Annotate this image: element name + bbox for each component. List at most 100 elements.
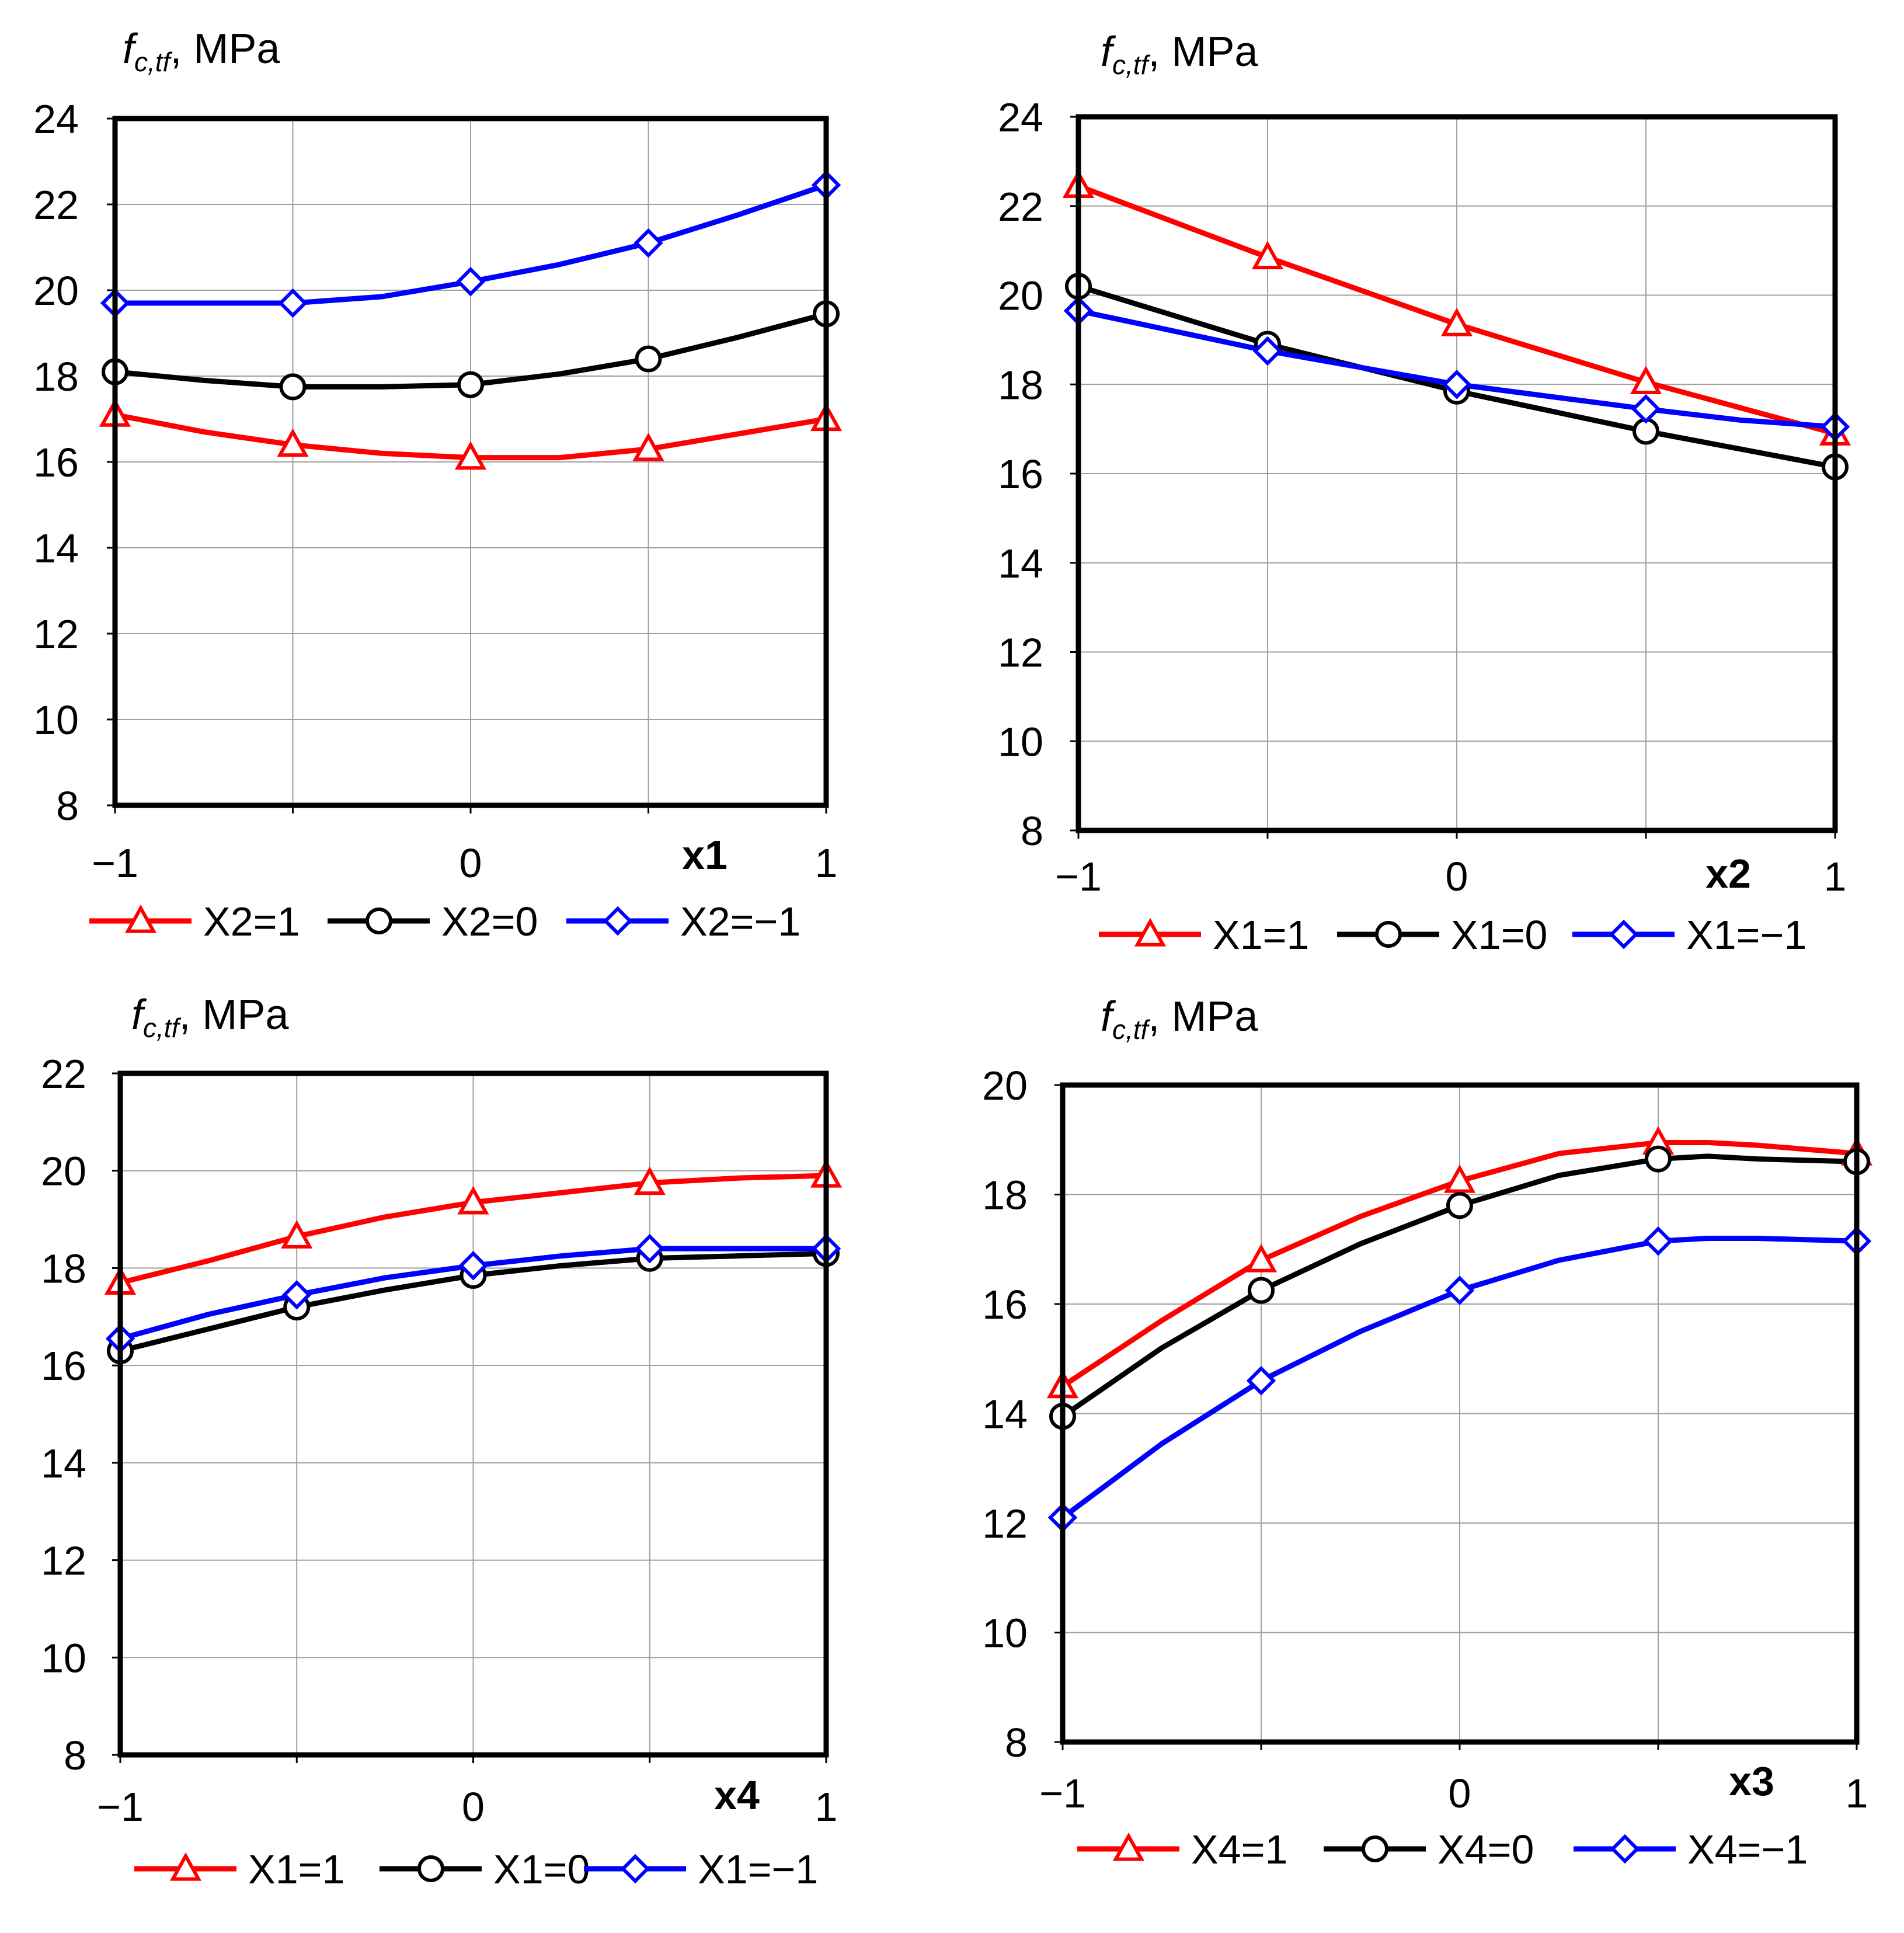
y-tick-label: 20 (33, 268, 79, 314)
data-point-marker (454, 441, 487, 470)
y-tick-label: 24 (33, 96, 79, 142)
x-tick-label: 1 (1846, 1771, 1868, 1816)
data-point-marker (457, 371, 484, 398)
x-tick-label: 1 (815, 1784, 838, 1830)
y-tick-label: 14 (41, 1441, 86, 1486)
data-point-marker (635, 345, 662, 373)
legend: X2=1 X2=0 X2=−1 (89, 899, 800, 944)
y-tick-label: 10 (41, 1635, 86, 1681)
legend: X4=1 X4=0 X4=−1 (1077, 1827, 1808, 1872)
y-axis-label-unit: , MPa (1148, 29, 1258, 75)
series-line-3 (1075, 308, 1838, 430)
data-point-marker (1440, 307, 1473, 336)
legend-marker-diamond (1610, 1834, 1640, 1864)
y-tick-label: 8 (56, 783, 79, 829)
legend-label: X2=−1 (680, 899, 800, 944)
legend-label: X1=0 (1451, 912, 1547, 958)
data-point-marker (281, 1220, 313, 1249)
plot-frame (117, 1070, 829, 1758)
y-tick-label: 18 (33, 354, 79, 399)
data-point-marker (1251, 241, 1284, 270)
legend: X1=1 X1=0 X1=−1 (1099, 912, 1806, 958)
data-point-marker (457, 1185, 489, 1215)
x-tick-label: 0 (460, 840, 482, 886)
x-axis-label: x3 (1729, 1758, 1774, 1804)
y-tick-label: 12 (998, 630, 1043, 676)
x-tick-label: 1 (1824, 854, 1847, 899)
y-tick-label: 20 (41, 1149, 86, 1194)
series-line-2 (1060, 1153, 1860, 1419)
x-axis-label: x2 (1705, 851, 1751, 896)
y-tick-label: 18 (982, 1173, 1028, 1218)
y-axis-label: fc,tf, MPa (1101, 993, 1258, 1045)
y-axis-label-unit: , MPa (170, 26, 280, 72)
x-tick-label: 1 (815, 840, 838, 886)
gridlines (1078, 117, 1835, 830)
legend-label: X2=1 (203, 899, 300, 944)
x-tick-label: 0 (1446, 854, 1468, 899)
y-axis-label-unit: , MPa (179, 992, 289, 1038)
data-point-marker (278, 288, 308, 318)
gridlines (120, 1073, 826, 1755)
data-point-marker (458, 1251, 488, 1281)
x-tick-label: 0 (1449, 1771, 1471, 1816)
legend-label: X4=1 (1191, 1827, 1287, 1872)
legend-marker-circle (1362, 1835, 1388, 1862)
x-tick-label: −1 (1039, 1771, 1086, 1816)
y-tick-label: 20 (982, 1063, 1028, 1108)
plot-frame (112, 116, 829, 808)
y-tick-label: 12 (41, 1538, 86, 1584)
legend: X1=1 X1=0 X1=−1 (134, 1847, 818, 1892)
y-tick-label: 10 (998, 719, 1043, 764)
legend-label: X1=1 (1213, 912, 1309, 958)
y-tick-label: 10 (982, 1611, 1028, 1656)
y-tick-label: 24 (998, 95, 1043, 140)
x-tick-label: −1 (92, 840, 138, 886)
data-point-marker (1442, 370, 1472, 399)
plot-frame (1060, 1082, 1860, 1745)
y-tick-label: 22 (33, 182, 79, 228)
data-point-marker (1248, 1277, 1275, 1304)
data-point-marker (1446, 1192, 1473, 1219)
y-axis-label-subscript: c,tf (1112, 50, 1151, 80)
legend-label: X4=−1 (1687, 1827, 1808, 1872)
series-line-3 (1060, 1236, 1860, 1521)
y-axis-label-unit: , MPa (1148, 993, 1258, 1040)
data-point-marker (1643, 1226, 1673, 1256)
y-tick-label: 18 (998, 362, 1043, 408)
data-point-marker (1443, 1164, 1476, 1193)
y-tick-label: 16 (998, 451, 1043, 497)
legend-marker-circle (1375, 921, 1402, 948)
y-axis-label: fc,tf, MPa (123, 26, 280, 77)
y-axis-label-subscript: c,tf (134, 47, 173, 77)
y-tick-label: 20 (998, 273, 1043, 319)
y-axis-label: fc,tf, MPa (1101, 29, 1258, 80)
data-point-marker (635, 1233, 664, 1264)
data-point-marker (282, 1280, 312, 1310)
legend-label: X4=0 (1437, 1827, 1534, 1872)
x-axis-label: x1 (682, 832, 728, 878)
y-tick-label: 16 (982, 1282, 1028, 1327)
legend-marker-triangle (1112, 1832, 1145, 1861)
legend-label: X1=−1 (1686, 912, 1806, 958)
y-tick-label: 8 (1021, 808, 1043, 854)
legend-marker-diamond (1609, 919, 1639, 950)
legend-label: X2=0 (441, 899, 538, 944)
y-axis-label: fc,tf, MPa (131, 992, 289, 1043)
series-line-1 (1060, 1139, 1860, 1389)
x-tick-label: 0 (462, 1784, 485, 1830)
x-tick-label: −1 (1055, 854, 1102, 899)
y-tick-label: 18 (41, 1246, 86, 1291)
legend-label: X1=0 (493, 1847, 590, 1892)
legend-label: X1=−1 (698, 1847, 818, 1892)
data-point-marker (1444, 1275, 1475, 1305)
y-tick-label: 22 (41, 1051, 86, 1097)
y-tick-label: 14 (33, 526, 79, 571)
legend-marker-circle (366, 908, 392, 934)
legend-marker-triangle (169, 1852, 202, 1881)
legend-marker-triangle (1134, 917, 1167, 947)
y-tick-label: 16 (41, 1343, 86, 1389)
